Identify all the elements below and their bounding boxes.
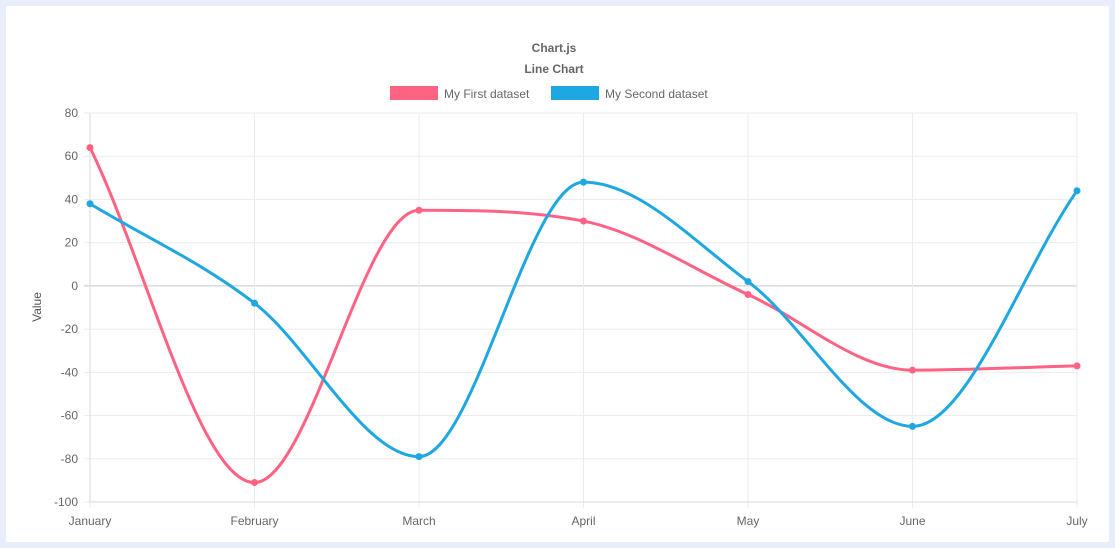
legend-label-first-dataset: My First dataset bbox=[444, 87, 530, 101]
y-tick-label: 20 bbox=[65, 236, 79, 250]
y-tick-label: 0 bbox=[71, 279, 78, 293]
series-line-0 bbox=[88, 146, 1079, 485]
data-point[interactable] bbox=[86, 200, 94, 208]
data-point[interactable] bbox=[580, 217, 587, 225]
legend: My First dataset My Second dataset bbox=[390, 86, 708, 101]
data-point[interactable] bbox=[580, 178, 587, 186]
x-tick-label: July bbox=[1066, 514, 1087, 528]
x-tick-label: February bbox=[230, 514, 278, 528]
data-point[interactable] bbox=[415, 206, 423, 214]
data-point[interactable] bbox=[744, 278, 752, 286]
y-axis-label: Value bbox=[30, 292, 44, 322]
y-tick-label: -80 bbox=[61, 452, 79, 466]
x-tick-label: January bbox=[69, 514, 112, 528]
data-point[interactable] bbox=[1073, 187, 1081, 195]
data-point[interactable] bbox=[909, 366, 916, 374]
chart-subtitle: Line Chart bbox=[524, 62, 583, 76]
data-point[interactable] bbox=[415, 453, 423, 461]
y-tick-label: 60 bbox=[65, 149, 79, 163]
data-point[interactable] bbox=[251, 479, 258, 487]
chart-title: Chart.js bbox=[532, 41, 577, 55]
data-point[interactable] bbox=[86, 144, 94, 152]
y-tick-label: -100 bbox=[54, 495, 78, 509]
y-tick-label: 80 bbox=[65, 106, 79, 120]
series-points bbox=[86, 144, 1081, 487]
grid bbox=[84, 112, 1078, 508]
legend-swatch-second-dataset bbox=[551, 86, 599, 100]
data-point[interactable] bbox=[251, 299, 258, 307]
y-tick-label: -20 bbox=[61, 322, 79, 336]
data-point[interactable] bbox=[1073, 362, 1081, 370]
x-tick-label: March bbox=[402, 514, 435, 528]
y-tick-label: 40 bbox=[65, 192, 79, 206]
data-point[interactable] bbox=[744, 291, 752, 299]
axes: 80 60 40 20 0 -20 -40 -60 -80 -100 January February… bbox=[54, 106, 1088, 528]
x-tick-label: June bbox=[899, 514, 925, 528]
data-point[interactable] bbox=[909, 422, 916, 430]
y-tick-label: -60 bbox=[61, 409, 79, 423]
x-tick-label: April bbox=[571, 514, 595, 528]
legend-swatch-first-dataset bbox=[390, 86, 438, 100]
x-tick-label: May bbox=[737, 514, 760, 528]
legend-label-second-dataset: My Second dataset bbox=[605, 87, 708, 101]
y-tick-label: -40 bbox=[61, 365, 79, 379]
